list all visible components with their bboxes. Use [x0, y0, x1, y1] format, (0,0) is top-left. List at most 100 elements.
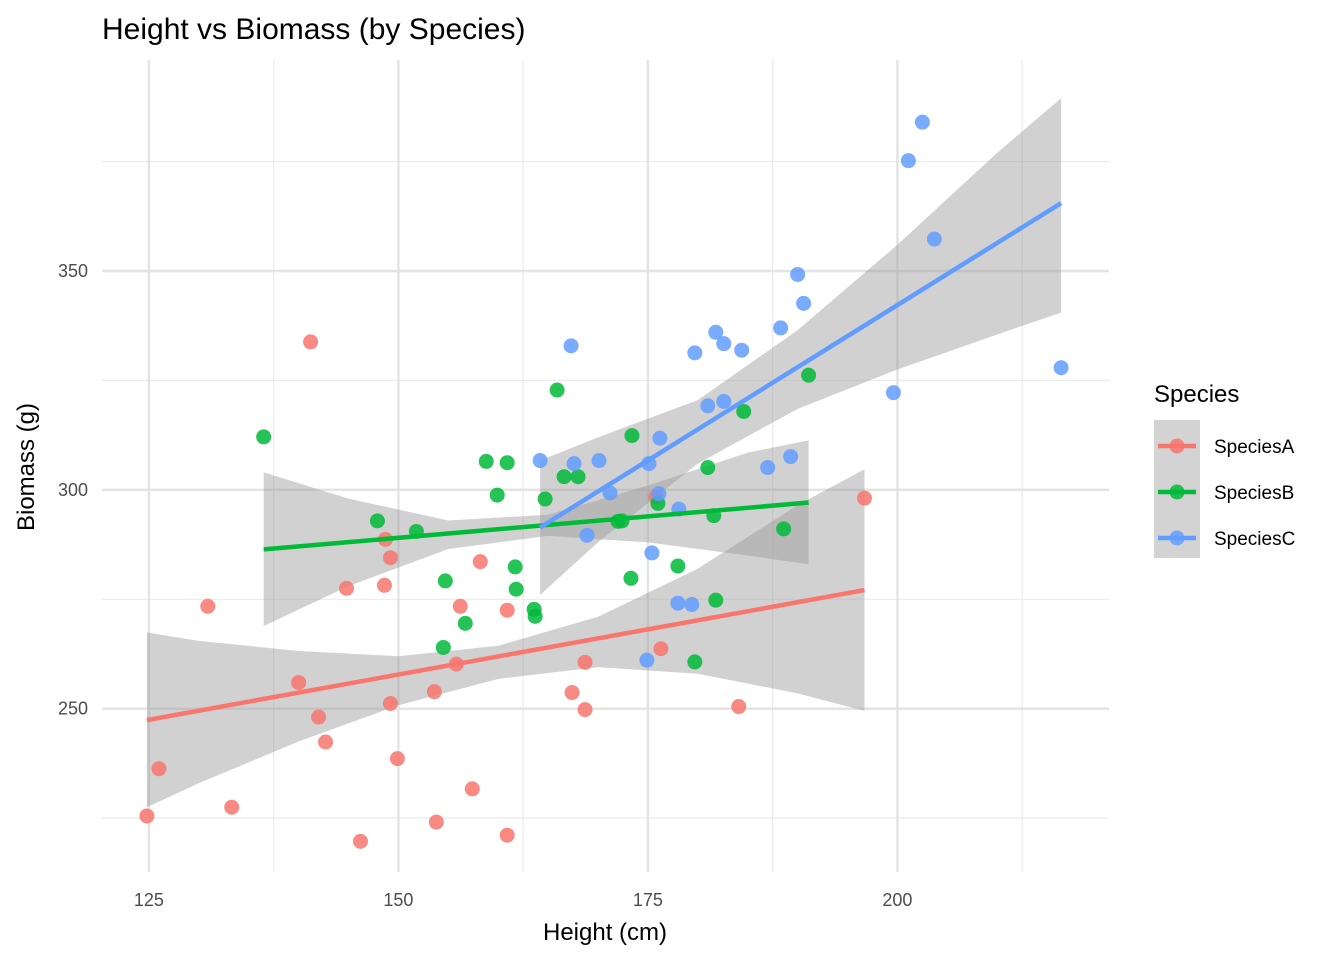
data-point-speciesa — [139, 808, 155, 824]
data-point-speciesc — [760, 460, 776, 476]
data-point-speciesa — [382, 550, 398, 566]
data-point-speciesc — [563, 338, 579, 354]
legend-point-speciesc — [1169, 530, 1185, 546]
legend: Species SpeciesA SpeciesB SpeciesC — [1154, 381, 1295, 558]
data-point-speciesc — [700, 398, 716, 414]
data-point-speciesa — [382, 695, 398, 711]
data-point-speciesc — [885, 385, 901, 401]
data-point-speciesc — [734, 342, 750, 358]
data-point-speciesc — [651, 486, 667, 502]
data-point-speciesc — [644, 545, 660, 561]
data-point-speciesc — [716, 336, 732, 352]
fit-line-speciesc — [538, 201, 1063, 530]
data-point-speciesa — [564, 685, 580, 701]
data-point-speciesc — [773, 320, 789, 336]
data-point-speciesb — [537, 491, 553, 507]
data-point-speciesb — [624, 428, 640, 444]
data-point-speciesc — [926, 231, 942, 247]
data-point-speciesa — [856, 490, 872, 506]
legend-label-speciesb: SpeciesB — [1214, 483, 1294, 504]
data-point-speciesb — [801, 367, 817, 383]
data-point-speciesb — [507, 559, 523, 575]
data-point-speciesb — [437, 573, 453, 589]
data-point-speciesa — [339, 580, 355, 596]
data-point-speciesc — [566, 456, 582, 472]
data-point-speciesa — [376, 577, 392, 593]
chart-title: Height vs Biomass (by Species) — [102, 13, 526, 46]
y-axis-title: Biomass (g) — [13, 403, 40, 531]
fit-line-speciesa — [146, 587, 865, 723]
data-point-speciesb — [435, 639, 451, 655]
data-point-speciesc — [783, 449, 799, 465]
data-point-speciesb — [623, 570, 639, 586]
data-point-speciesa — [577, 702, 593, 718]
data-point-speciesa — [472, 554, 488, 570]
legend-point-speciesb — [1169, 484, 1185, 500]
legend-label-speciesa: SpeciesA — [1214, 437, 1295, 458]
data-point-speciesa — [151, 761, 167, 777]
data-point-speciesc — [716, 393, 732, 409]
y-tick-label: 250 — [58, 699, 88, 719]
data-point-speciesb — [499, 455, 515, 471]
data-point-speciesb — [256, 429, 272, 445]
data-point-speciesb — [527, 608, 543, 624]
data-point-speciesb — [369, 513, 385, 529]
x-tick-label: 125 — [134, 890, 164, 910]
ci-ribbon-speciesb — [263, 440, 809, 626]
x-axis-title: Height (cm) — [543, 919, 667, 946]
data-point-speciesa — [352, 833, 368, 849]
data-point-speciesc — [579, 527, 595, 543]
data-point-speciesc — [708, 324, 724, 340]
data-points — [139, 114, 1069, 849]
x-tick-label: 150 — [383, 890, 413, 910]
data-point-speciesb — [670, 558, 686, 574]
data-point-speciesa — [200, 598, 216, 614]
data-point-speciesb — [736, 404, 752, 420]
data-point-speciesc — [670, 595, 686, 611]
x-tick-label: 200 — [882, 890, 912, 910]
data-point-speciesb — [556, 469, 572, 485]
data-point-speciesb — [457, 615, 473, 631]
data-point-speciesb — [776, 521, 792, 537]
data-point-speciesb — [508, 581, 524, 597]
data-point-speciesb — [708, 592, 724, 608]
y-tick-label: 350 — [58, 261, 88, 281]
data-point-speciesa — [653, 641, 669, 657]
data-point-speciesa — [426, 684, 442, 700]
data-point-speciesc — [602, 485, 618, 501]
data-point-speciesa — [303, 334, 319, 350]
data-point-speciesc — [532, 453, 548, 469]
data-point-speciesc — [796, 295, 812, 311]
data-point-speciesc — [639, 652, 655, 668]
ci-ribbon-speciesc — [540, 98, 1062, 595]
fit-line-speciesb — [263, 500, 809, 552]
data-point-speciesc — [687, 345, 703, 361]
data-point-speciesb — [687, 654, 703, 670]
data-point-speciesa — [428, 814, 444, 830]
x-axis-ticks: 125 150 175 200 — [134, 890, 913, 910]
data-point-speciesa — [452, 598, 468, 614]
ci-ribbon-speciesa — [146, 469, 865, 808]
data-point-speciesc — [914, 114, 930, 130]
y-axis-ticks: 250 300 350 — [58, 261, 88, 719]
legend-point-speciesa — [1169, 438, 1185, 454]
data-point-speciesc — [652, 430, 668, 446]
data-point-speciesa — [318, 734, 334, 750]
data-point-speciesb — [700, 460, 716, 476]
data-point-speciesc — [900, 153, 916, 169]
data-point-speciesa — [499, 602, 515, 618]
data-point-speciesb — [478, 453, 494, 469]
data-point-speciesc — [684, 597, 700, 613]
fit-lines — [146, 201, 1063, 723]
legend-title: Species — [1154, 381, 1239, 408]
data-point-speciesa — [731, 699, 747, 715]
x-tick-label: 175 — [633, 890, 663, 910]
legend-label-speciesc: SpeciesC — [1214, 529, 1295, 550]
data-point-speciesa — [224, 799, 240, 815]
data-point-speciesb — [549, 382, 565, 398]
data-point-speciesa — [291, 674, 307, 690]
data-point-speciesa — [389, 751, 405, 767]
data-point-speciesb — [489, 487, 505, 503]
data-point-speciesa — [577, 654, 593, 670]
